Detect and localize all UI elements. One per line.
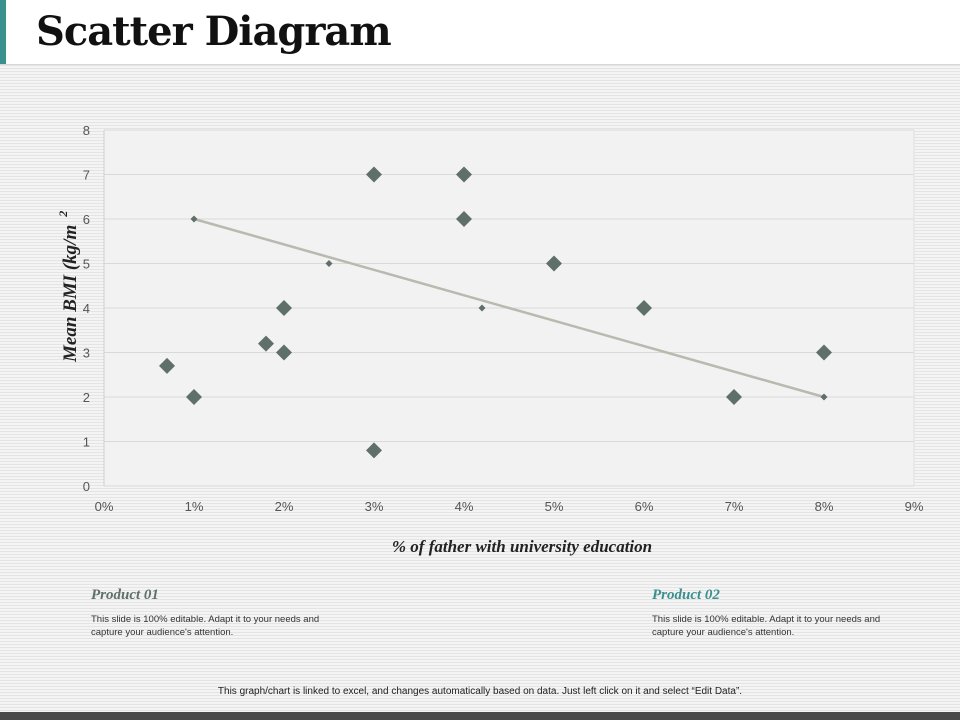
grid-lines [103, 129, 915, 487]
y-axis-label-text: Mean BMI (kg/m [60, 225, 81, 363]
data-point [366, 442, 382, 459]
y-tick-label: 8 [83, 123, 90, 138]
data-point [276, 300, 292, 316]
x-axis-label: % of father with university education [392, 537, 652, 556]
bottom-bar [0, 712, 960, 720]
x-tick-label: 2% [275, 499, 294, 514]
x-tick-label: 5% [545, 499, 564, 514]
product-02-description: This slide is 100% editable. Adapt it to… [652, 614, 881, 638]
product-02-title: Product 02 [652, 587, 720, 603]
scatter-chart: 0 1 2 3 4 5 6 7 8 0% 1% 2% 3% 4% 5% 6% 7% 8% 9% % of fath… [56, 123, 924, 556]
x-tick-label: 6% [635, 499, 654, 514]
data-point [258, 335, 274, 352]
data-point [456, 211, 472, 227]
footer-note: This graph/chart is linked to excel, and… [217, 686, 743, 697]
product-01-title: Product 01 [91, 587, 159, 603]
product-02: Product 02 This slide is 100% editable. … [652, 587, 892, 639]
x-tick-label: 0% [95, 499, 114, 514]
product-01: Product 01 This slide is 100% editable. … [91, 587, 331, 639]
y-axis-label: Mean BMI (kg/m 2 [56, 211, 81, 363]
trend-point [190, 215, 198, 223]
x-tick-label: 8% [815, 499, 834, 514]
y-axis-ticks: 0 1 2 3 4 5 6 7 8 [83, 123, 90, 494]
trend-point [820, 393, 828, 401]
page-title: Scatter Diagram [36, 8, 392, 55]
data-point [456, 166, 472, 183]
y-tick-label: 6 [83, 212, 90, 227]
trend-point [478, 304, 486, 312]
x-tick-label: 4% [455, 499, 474, 514]
data-series [159, 166, 832, 459]
trendline [193, 217, 825, 399]
y-axis-label-superscript: 2 [56, 211, 70, 218]
x-tick-label: 7% [725, 499, 744, 514]
data-point [816, 344, 832, 361]
y-tick-label: 4 [83, 301, 90, 316]
trendline-series [190, 215, 828, 401]
x-tick-label: 9% [905, 499, 924, 514]
y-tick-label: 0 [83, 479, 90, 494]
data-point [366, 166, 382, 183]
data-point [726, 389, 742, 405]
data-point [546, 255, 562, 272]
y-tick-label: 1 [83, 435, 90, 450]
header: Scatter Diagram [0, 0, 960, 65]
x-axis-ticks: 0% 1% 2% 3% 4% 5% 6% 7% 8% 9% [95, 499, 924, 514]
y-tick-label: 5 [83, 257, 90, 272]
accent-bar [0, 0, 6, 64]
product-01-description: This slide is 100% editable. Adapt it to… [91, 614, 320, 638]
data-point [159, 357, 175, 374]
data-point [276, 344, 292, 361]
y-tick-label: 3 [83, 346, 90, 361]
trend-point [325, 260, 333, 267]
x-tick-label: 1% [185, 499, 204, 514]
y-tick-label: 7 [83, 168, 90, 183]
data-point [636, 300, 652, 316]
x-tick-label: 3% [365, 499, 384, 514]
data-point [186, 389, 202, 405]
y-tick-label: 2 [83, 390, 90, 405]
